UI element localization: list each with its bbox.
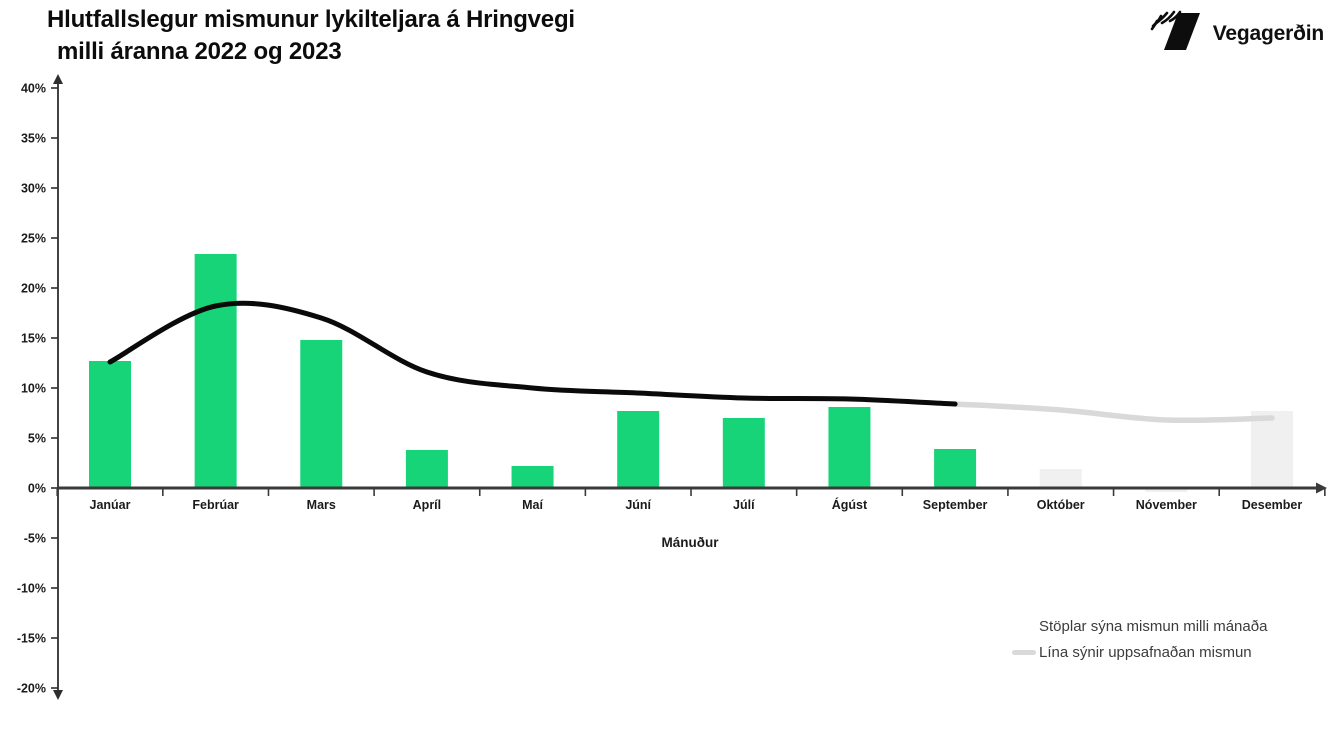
page-title: Hlutfallslegur mismunur lykilteljara á H…	[47, 4, 575, 68]
x-tick-label: Ágúst	[832, 497, 868, 512]
x-tick-label: September	[923, 498, 988, 512]
bar-júní	[617, 411, 660, 488]
x-tick-label: Júlí	[733, 498, 755, 512]
cumulative-line-projected	[952, 401, 1275, 424]
y-tick-label: -10%	[17, 582, 46, 596]
legend-bars-marker	[1012, 624, 1036, 629]
legend-line-marker-icon	[1012, 649, 1036, 655]
x-tick-label: Maí	[522, 498, 543, 512]
x-tick-label: Júní	[625, 498, 651, 512]
bar-október	[1039, 469, 1082, 488]
x-tick-label: Nóvember	[1136, 498, 1197, 512]
y-tick-label: -5%	[24, 532, 46, 546]
x-tick-label: Febrúar	[192, 498, 239, 512]
x-tick-label: Mars	[307, 498, 336, 512]
x-tick-label: Desember	[1242, 498, 1303, 512]
x-axis-title: Mánuður	[662, 535, 720, 550]
bar-janúar	[89, 361, 131, 488]
y-axis-arrow-down	[53, 690, 63, 700]
y-tick-label: 25%	[21, 232, 46, 246]
bar-apríl	[405, 450, 448, 488]
logo-wordmark: Vegagerðin	[1212, 21, 1324, 45]
y-axis-arrow-up	[53, 74, 63, 84]
y-tick-label: 0%	[28, 482, 46, 496]
bar-desember	[1250, 411, 1293, 488]
y-tick-label: 5%	[28, 432, 46, 446]
bar-september	[934, 449, 977, 488]
y-tick-label: 10%	[21, 382, 46, 396]
legend-row-bars: Stöplar sýna mismun milli mánaða	[1012, 615, 1267, 637]
legend-row-line: Lína sýnir uppsafnaðan mismun	[1012, 641, 1267, 663]
x-tick-label: Október	[1037, 498, 1085, 512]
y-tick-label: 40%	[21, 82, 46, 96]
bar-nóvember	[1145, 488, 1188, 492]
x-axis-arrow-right	[1316, 482, 1327, 494]
bar-mars	[300, 340, 343, 488]
y-tick-label: 35%	[21, 132, 46, 146]
y-tick-label: -15%	[17, 632, 46, 646]
bar-ágúst	[828, 407, 871, 488]
y-tick-label: -20%	[17, 682, 46, 696]
bar-maí	[511, 466, 554, 488]
legend-bars-label: Stöplar sýna mismun milli mánaða	[1039, 617, 1268, 635]
chart-legend: Stöplar sýna mismun milli mánaða Lína sý…	[1012, 615, 1267, 667]
vegagerdin-stripes-icon	[1149, 10, 1203, 57]
page-title-line1: Hlutfallslegur mismunur lykilteljara á H…	[47, 6, 575, 33]
bar-júlí	[722, 418, 765, 488]
cumulative-line-actual	[107, 300, 958, 407]
x-tick-label: Janúar	[90, 498, 131, 512]
legend-line-label: Lína sýnir uppsafnaðan mismun	[1039, 643, 1252, 661]
y-tick-label: 30%	[21, 182, 46, 196]
x-tick-label: Apríl	[413, 498, 441, 512]
y-tick-label: 15%	[21, 332, 46, 346]
y-tick-label: 20%	[21, 282, 46, 296]
page-title-line2: milli áranna 2022 og 2023	[57, 38, 342, 65]
bar-febrúar	[194, 254, 237, 488]
vegagerdin-logo: Vegagerðin	[1149, 10, 1324, 57]
